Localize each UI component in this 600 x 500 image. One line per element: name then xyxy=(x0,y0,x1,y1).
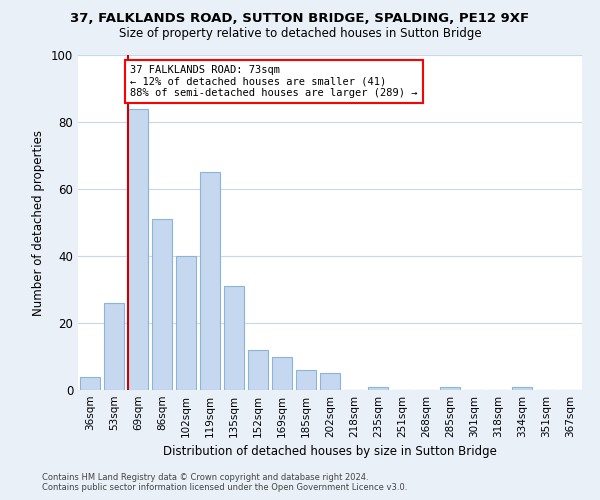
Text: 37 FALKLANDS ROAD: 73sqm
← 12% of detached houses are smaller (41)
88% of semi-d: 37 FALKLANDS ROAD: 73sqm ← 12% of detach… xyxy=(130,65,418,98)
Bar xyxy=(320,373,340,390)
Bar xyxy=(200,172,220,390)
Text: Size of property relative to detached houses in Sutton Bridge: Size of property relative to detached ho… xyxy=(119,28,481,40)
Y-axis label: Number of detached properties: Number of detached properties xyxy=(32,130,46,316)
Text: 37, FALKLANDS ROAD, SUTTON BRIDGE, SPALDING, PE12 9XF: 37, FALKLANDS ROAD, SUTTON BRIDGE, SPALD… xyxy=(70,12,530,26)
Bar xyxy=(248,350,268,390)
Bar xyxy=(104,303,124,390)
Bar xyxy=(80,376,100,390)
Bar xyxy=(152,219,172,390)
Text: Contains HM Land Registry data © Crown copyright and database right 2024.
Contai: Contains HM Land Registry data © Crown c… xyxy=(42,473,407,492)
Bar xyxy=(224,286,244,390)
Bar xyxy=(296,370,316,390)
Bar xyxy=(368,386,388,390)
Bar xyxy=(512,386,532,390)
Bar xyxy=(176,256,196,390)
Bar xyxy=(272,356,292,390)
Bar xyxy=(128,108,148,390)
Bar xyxy=(440,386,460,390)
X-axis label: Distribution of detached houses by size in Sutton Bridge: Distribution of detached houses by size … xyxy=(163,446,497,458)
